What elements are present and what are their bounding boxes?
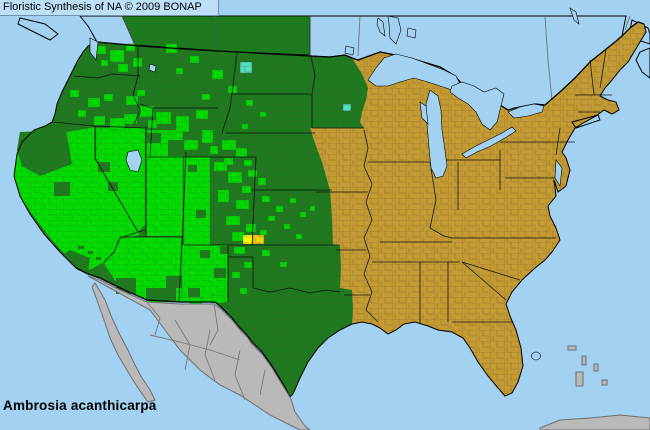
mexico-state-lines — [146, 301, 266, 401]
lake-ontario — [507, 103, 545, 119]
lake-winnipeg — [387, 15, 402, 45]
atlantic-gulf-coastline — [289, 23, 647, 398]
mexico-region — [87, 275, 650, 430]
lake-michigan — [425, 89, 448, 179]
puget-sound — [89, 37, 99, 61]
lake-erie — [461, 126, 517, 159]
flathead-lake — [148, 63, 157, 73]
st-lawrence-water — [569, 7, 580, 25]
state-borders — [51, 46, 612, 324]
lake-winnipegosis — [376, 17, 386, 37]
cuba — [539, 414, 650, 430]
mexico-mainland — [87, 275, 311, 430]
great-salt-lake — [125, 149, 143, 173]
lake-nipigon — [406, 27, 417, 39]
vancouver-island — [17, 17, 59, 41]
lake-okeechobee — [531, 351, 541, 361]
pacific-coastline — [13, 41, 98, 269]
chesapeake-bay — [554, 159, 563, 187]
nova-scotia — [635, 47, 650, 79]
channel-islands — [78, 246, 101, 260]
green-bay — [419, 101, 429, 125]
lake-huron — [449, 81, 505, 131]
province-borders — [121, 15, 631, 101]
bahamas-islands — [567, 345, 608, 387]
species-label: Ambrosia acanthicarpa — [3, 398, 157, 413]
long-island — [571, 114, 601, 129]
title-bar: Floristic Synthesis of NA © 2009 BONAP — [0, 0, 219, 16]
baja-california — [91, 282, 156, 403]
great-lakes — [89, 7, 580, 361]
map-title: Floristic Synthesis of NA © 2009 BONAP — [3, 1, 202, 13]
lake-of-the-woods — [344, 45, 355, 56]
